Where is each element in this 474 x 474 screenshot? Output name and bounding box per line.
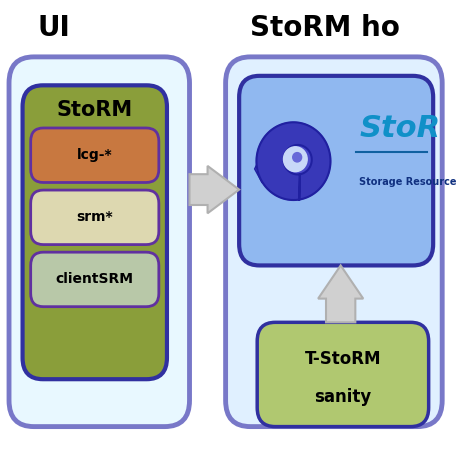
FancyBboxPatch shape [9, 57, 190, 427]
Text: sanity: sanity [314, 388, 372, 406]
FancyBboxPatch shape [23, 85, 167, 379]
Text: StoRM ho: StoRM ho [250, 14, 400, 42]
Polygon shape [190, 166, 239, 213]
Polygon shape [255, 157, 293, 198]
FancyBboxPatch shape [31, 128, 159, 182]
Circle shape [283, 147, 307, 172]
Text: T-StoRM: T-StoRM [305, 350, 381, 368]
Text: srm*: srm* [76, 210, 113, 224]
FancyBboxPatch shape [31, 252, 159, 307]
FancyBboxPatch shape [31, 190, 159, 245]
Text: StoR: StoR [359, 114, 440, 144]
Polygon shape [256, 122, 330, 200]
Text: Storage Resource: Storage Resource [359, 177, 457, 187]
Circle shape [256, 122, 330, 200]
Text: UI: UI [38, 14, 71, 42]
Text: StoRM: StoRM [57, 100, 133, 119]
FancyBboxPatch shape [257, 322, 428, 427]
Polygon shape [318, 265, 363, 322]
FancyBboxPatch shape [239, 76, 433, 265]
Circle shape [293, 153, 301, 162]
Text: clientSRM: clientSRM [56, 273, 134, 286]
Text: lcg-*: lcg-* [77, 148, 112, 162]
FancyBboxPatch shape [226, 57, 442, 427]
